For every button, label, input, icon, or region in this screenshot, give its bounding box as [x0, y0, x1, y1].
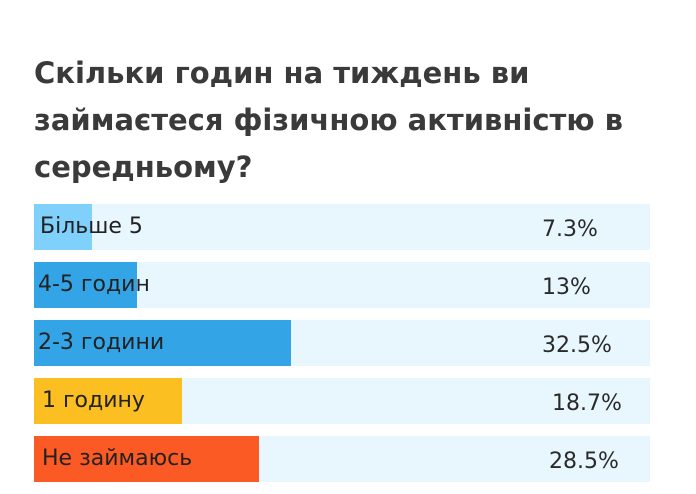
bar	[34, 320, 291, 366]
bar-value-label: 32.5%	[542, 333, 612, 358]
chart-title: Скільки годин на тиждень ви займаєтеся ф…	[34, 56, 623, 184]
bar-category-label: 2-3 години	[38, 330, 165, 355]
bar-value-label: 18.7%	[552, 391, 622, 416]
bar-row: 1 годину 18.7%	[34, 378, 650, 424]
bar-value-label: 7.3%	[542, 217, 598, 242]
horizontal-bar-chart: Більше 5 7.3% 4-5 годин 13% 2-3 години 32.5% 1…	[34, 204, 650, 494]
bar-category-label: Більше 5	[40, 214, 143, 239]
bar-value-label: 28.5%	[549, 449, 619, 474]
bar	[34, 436, 259, 482]
bar	[34, 262, 137, 308]
bar-category-label: 4-5 годин	[38, 272, 150, 297]
bar-row: 2-3 години 32.5%	[34, 320, 650, 366]
bar-row: 4-5 годин 13%	[34, 262, 650, 308]
bar-row: Не займаюсь 28.5%	[34, 436, 650, 482]
bar-category-label: Не займаюсь	[42, 446, 193, 471]
bar	[34, 204, 92, 250]
bar	[34, 378, 182, 424]
bar-value-label: 13%	[542, 275, 591, 300]
bar-category-label: 1 годину	[42, 388, 145, 413]
bar-row: Більше 5 7.3%	[34, 204, 650, 250]
